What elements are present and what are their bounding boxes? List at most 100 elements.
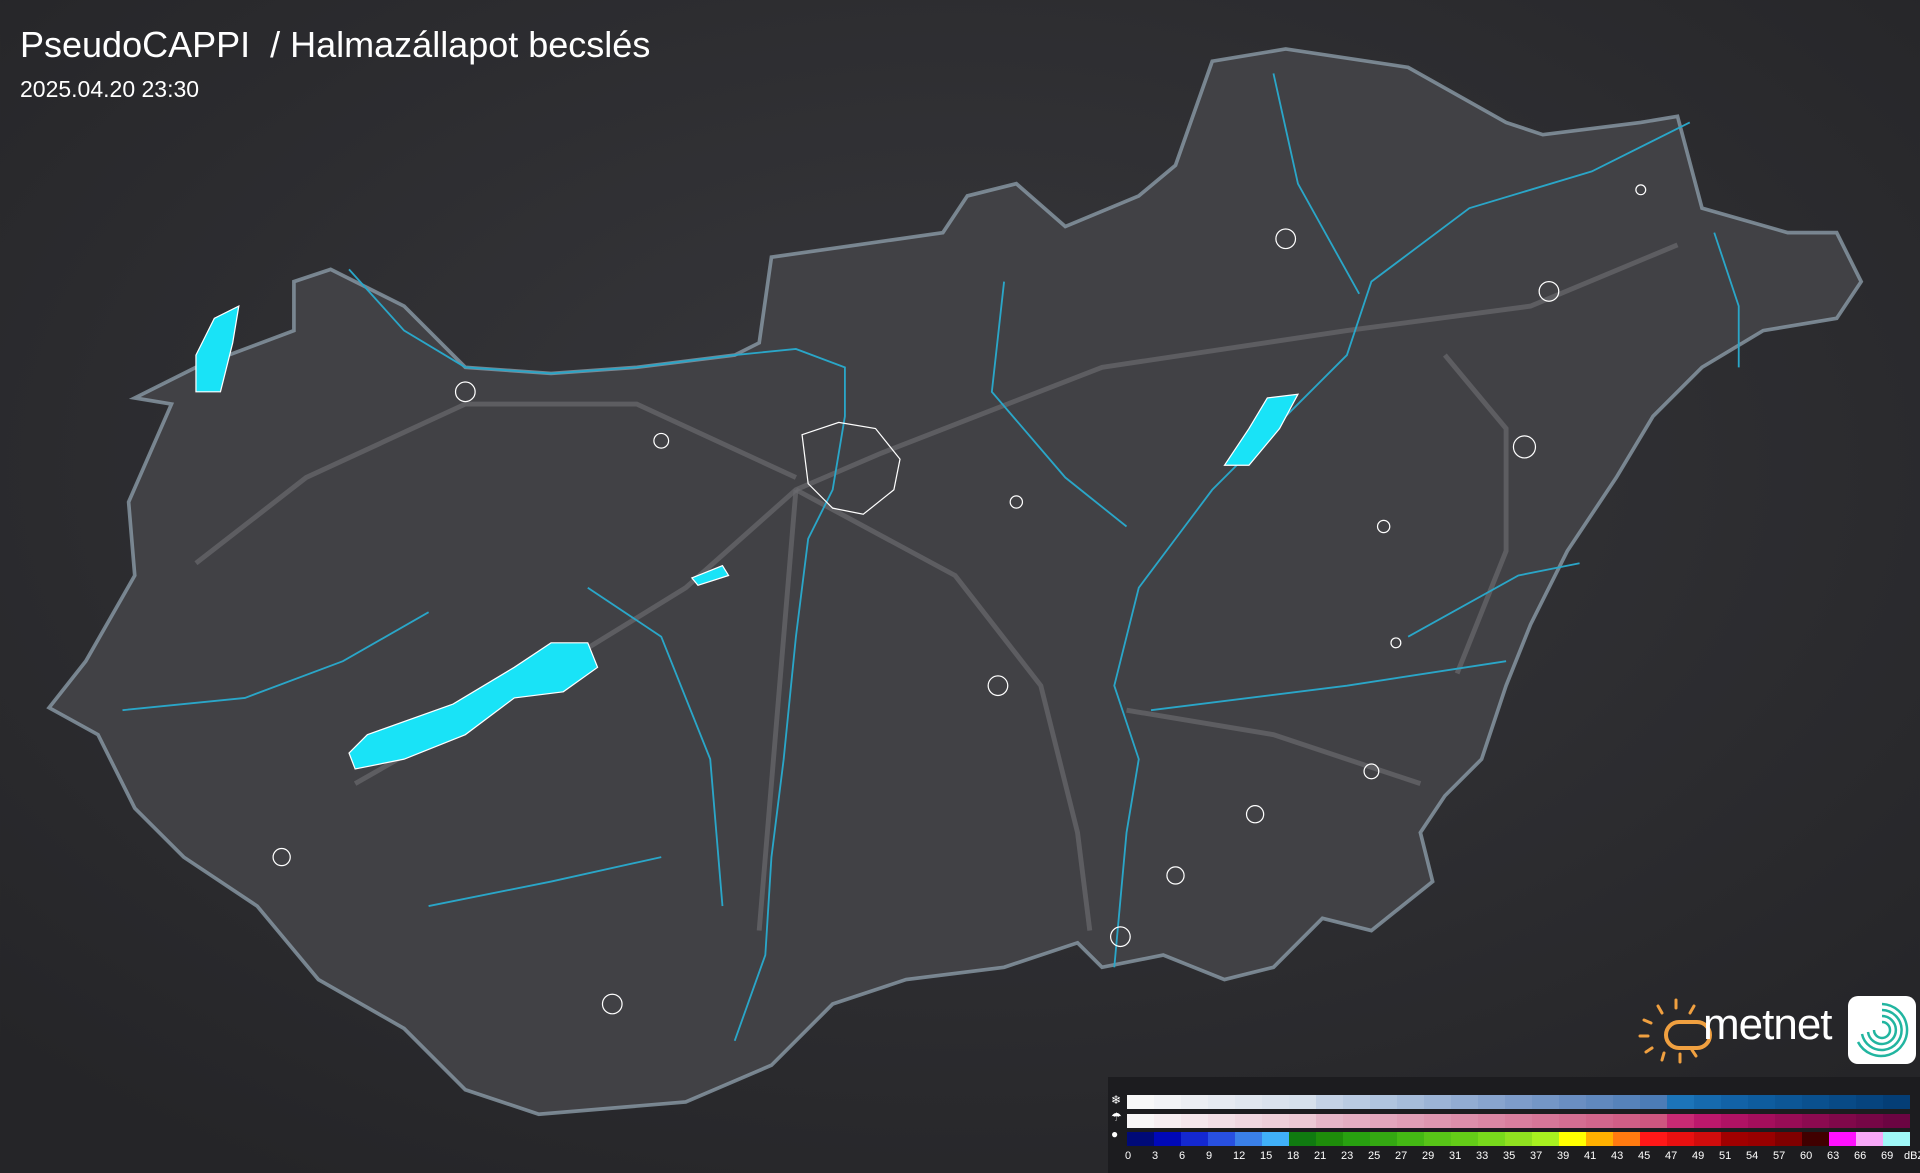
scale-cell [1127, 1095, 1154, 1109]
scale-cell [1208, 1132, 1235, 1146]
scale-cell [1262, 1095, 1289, 1109]
scale-cell [1505, 1114, 1532, 1128]
scale-cell [1505, 1132, 1532, 1146]
danube-river [348, 268, 846, 1042]
scale-label: 27 [1395, 1150, 1408, 1162]
scale-cell [1397, 1095, 1424, 1109]
droplet-icon: ● [1111, 1127, 1119, 1141]
scale-cell [1478, 1132, 1505, 1146]
page-title: PseudoCAPPI / Halmazállapot becslés [20, 24, 651, 65]
scale-cell [1451, 1114, 1478, 1128]
scale-cell [1721, 1132, 1748, 1146]
scale-label: 60 [1800, 1150, 1813, 1162]
scale-label: 18 [1287, 1150, 1300, 1162]
scale-cell [1532, 1114, 1559, 1128]
scale-cell [1667, 1132, 1694, 1146]
scale-label: 54 [1746, 1150, 1759, 1162]
scale-label: 47 [1665, 1150, 1678, 1162]
timestamp: 2025.04.20 23:30 [20, 76, 200, 102]
scale-cell [1451, 1095, 1478, 1109]
scale-cell [1343, 1114, 1370, 1128]
scale-label: 9 [1206, 1150, 1213, 1162]
scale-cell [1613, 1132, 1640, 1146]
city-outlines [272, 184, 1647, 1015]
scale-label: 23 [1341, 1150, 1354, 1162]
scale-label: 29 [1422, 1150, 1435, 1162]
lake-velence [690, 564, 730, 586]
scale-cell [1802, 1114, 1829, 1128]
scale-cell [1775, 1132, 1802, 1146]
scale-cell [1208, 1114, 1235, 1128]
scale-cell [1181, 1132, 1208, 1146]
scale-cell [1856, 1132, 1883, 1146]
scale-label: 45 [1638, 1150, 1651, 1162]
scale-label: 31 [1449, 1150, 1462, 1162]
scale-cell [1748, 1095, 1775, 1109]
scale-cell [1343, 1095, 1370, 1109]
scale-cell [1127, 1114, 1154, 1128]
scale-cell [1802, 1132, 1829, 1146]
scale-cell [1829, 1114, 1856, 1128]
scale-cell [1559, 1095, 1586, 1109]
scale-cell [1316, 1095, 1343, 1109]
scale-cell [1532, 1132, 1559, 1146]
scale-cell [1586, 1132, 1613, 1146]
scale-cell [1478, 1114, 1505, 1128]
scale-label: 63 [1827, 1150, 1840, 1162]
scale-cell [1829, 1095, 1856, 1109]
scale-cell [1856, 1095, 1883, 1109]
scale-cell [1694, 1132, 1721, 1146]
scale-cell [1586, 1114, 1613, 1128]
scale-cell [1667, 1095, 1694, 1109]
scale-cell [1262, 1132, 1289, 1146]
scale-label: 37 [1530, 1150, 1543, 1162]
scale-cell [1559, 1114, 1586, 1128]
scale-label: 0 [1125, 1150, 1132, 1162]
scale-label: 33 [1476, 1150, 1489, 1162]
scale-cell [1721, 1114, 1748, 1128]
rivers [122, 73, 1740, 1042]
scale-cell [1613, 1095, 1640, 1109]
swirl-logo-icon [1848, 996, 1916, 1064]
logo-text: metnet [1703, 1000, 1833, 1049]
snow-scale [1127, 1095, 1910, 1109]
scale-cell [1748, 1132, 1775, 1146]
scale-cell [1154, 1095, 1181, 1109]
scale-cell [1613, 1114, 1640, 1128]
scale-label: 3 [1152, 1150, 1159, 1162]
scale-label: 69 [1881, 1150, 1894, 1162]
scale-cell [1883, 1132, 1910, 1146]
scale-cell [1127, 1132, 1154, 1146]
scale-label: 39 [1557, 1150, 1570, 1162]
scale-cell [1154, 1114, 1181, 1128]
scale-label: 66 [1854, 1150, 1867, 1162]
scale-labels: 0 3 6 9 12 15 18 21 23 25 27 29 31 33 35 37 39 41 43 45 47 49… [1125, 1150, 1920, 1166]
scale-cell [1532, 1095, 1559, 1109]
scale-label: 12 [1233, 1150, 1246, 1162]
scale-label: 6 [1179, 1150, 1186, 1162]
scale-cell [1208, 1095, 1235, 1109]
scale-cell [1370, 1095, 1397, 1109]
scale-cell [1316, 1114, 1343, 1128]
scale-cell [1586, 1095, 1613, 1109]
scale-cell [1181, 1114, 1208, 1128]
sun-icon [1638, 998, 1712, 1064]
mixed-scale [1127, 1114, 1910, 1128]
scale-cell [1235, 1095, 1262, 1109]
scale-label: 49 [1692, 1150, 1705, 1162]
scale-cell [1883, 1114, 1910, 1128]
scale-cell [1235, 1132, 1262, 1146]
scale-cell [1370, 1132, 1397, 1146]
scale-cell [1640, 1132, 1667, 1146]
scale-label: 57 [1773, 1150, 1786, 1162]
scale-cell [1856, 1114, 1883, 1128]
scale-cell [1424, 1114, 1451, 1128]
scale-cell [1343, 1132, 1370, 1146]
dbz-legend: ❄ ☂ ● 0 3 6 9 12 15 18 21 23 25 27 29 31 33 35 37 39 41 43… [1108, 1077, 1920, 1173]
scale-cell [1640, 1114, 1667, 1128]
scale-label: 41 [1584, 1150, 1597, 1162]
lake-tisza [1223, 393, 1300, 466]
mixed-icon: ☂ [1111, 1110, 1122, 1124]
scale-cell [1316, 1132, 1343, 1146]
